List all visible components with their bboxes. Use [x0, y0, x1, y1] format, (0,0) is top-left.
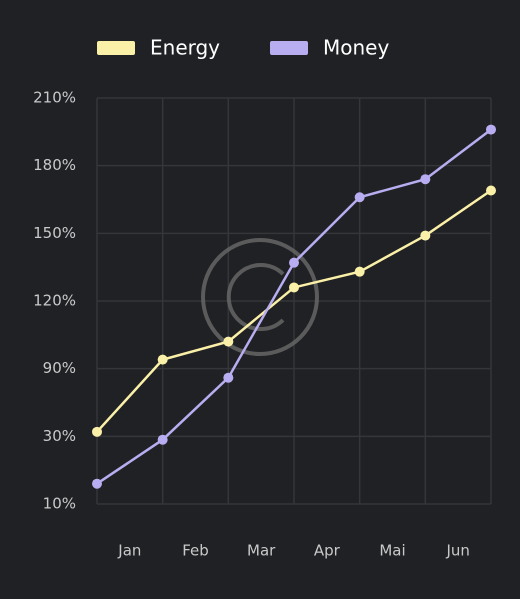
point — [157, 434, 168, 445]
legend-swatch — [270, 41, 308, 55]
y-tick-label: 150% — [33, 224, 76, 242]
watermark — [226, 263, 285, 331]
point — [157, 354, 168, 365]
legend-label: Energy — [150, 36, 220, 60]
x-tick-label: Apr — [314, 542, 341, 560]
y-tick-label: 10% — [43, 495, 76, 513]
point — [289, 257, 299, 268]
y-tick-label: 120% — [33, 292, 76, 310]
point — [223, 372, 234, 383]
x-tick-label: Mar — [247, 542, 276, 560]
point — [289, 282, 299, 293]
y-tick-label: 180% — [33, 156, 76, 174]
y-tick-label: 210% — [33, 89, 76, 107]
y-tick-label: 90% — [43, 359, 76, 377]
point — [486, 124, 496, 135]
point — [223, 336, 234, 347]
point — [92, 426, 102, 437]
x-tick-label: Jan — [117, 542, 141, 560]
watermark — [201, 238, 319, 356]
point — [420, 174, 431, 185]
x-tick-label: Jun — [445, 542, 469, 560]
point — [354, 266, 365, 277]
x-tick-label: Mai — [379, 542, 405, 560]
point — [354, 192, 365, 203]
point — [92, 478, 102, 489]
y-tick-label: 30% — [43, 427, 76, 445]
point — [420, 230, 431, 241]
legend-label: Money — [323, 36, 389, 60]
point — [486, 185, 496, 196]
legend-swatch — [97, 41, 135, 55]
x-tick-label: Feb — [182, 542, 209, 560]
